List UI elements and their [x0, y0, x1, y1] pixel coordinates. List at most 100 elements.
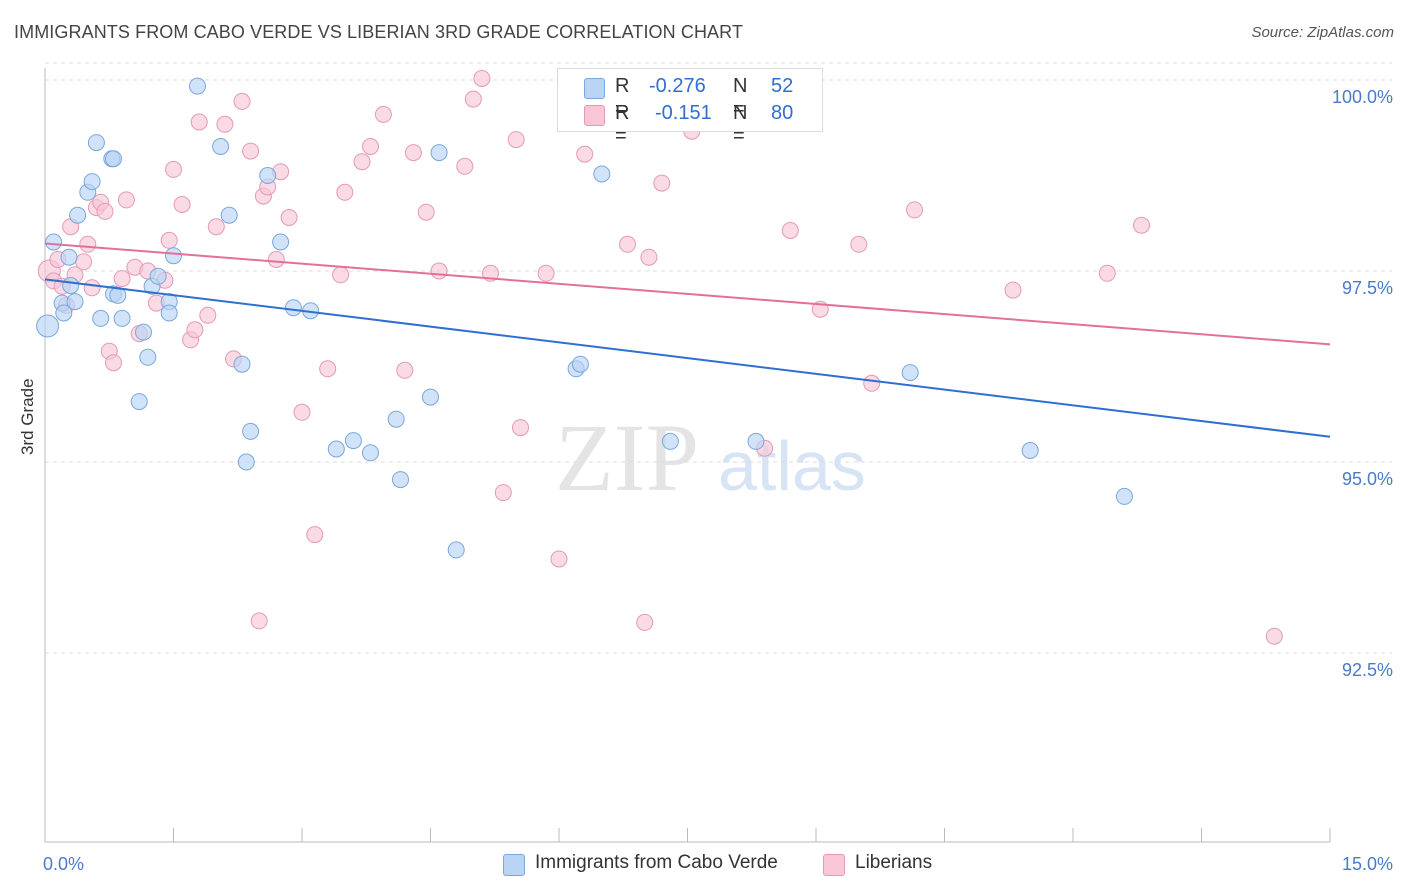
liberians-point	[507, 131, 525, 149]
liberians-point	[636, 613, 654, 631]
cabo-verde-point	[901, 364, 919, 382]
bottom-legend-swatch-blue	[503, 854, 525, 876]
n-label: N =	[733, 75, 748, 120]
liberians-point	[280, 209, 298, 226]
cabo-verde-point	[593, 165, 611, 183]
liberians-point	[173, 196, 191, 213]
n-value: 80	[771, 102, 794, 124]
correlation-legend: R = -0.276 N = 52 R = -0.151 N = 80	[557, 68, 823, 147]
liberians-point	[494, 484, 512, 502]
liberians-point	[653, 174, 671, 192]
liberians-point	[1133, 216, 1150, 234]
legend-swatch-blue	[584, 78, 605, 99]
cabo-verde-point	[135, 323, 152, 341]
liberians-point	[353, 153, 371, 171]
liberians-point	[332, 266, 350, 284]
bottom-legend-label: Liberians	[855, 852, 933, 873]
liberians-point	[781, 222, 799, 239]
liberians-point	[1004, 281, 1022, 299]
liberians-point	[850, 235, 868, 253]
y-tick-label: 97.5%	[1342, 278, 1393, 298]
liberians-point	[233, 92, 251, 110]
liberians-point	[512, 419, 529, 437]
liberians-point	[640, 248, 658, 266]
chart-title: IMMIGRANTS FROM CABO VERDE VS LIBERIAN 3…	[14, 22, 744, 42]
liberians-point	[250, 612, 268, 630]
cabo-verde-point	[284, 299, 302, 317]
cabo-verde-point	[60, 248, 78, 266]
cabo-verde-point	[661, 432, 679, 450]
liberians-point	[619, 235, 636, 253]
r-label: R =	[615, 102, 630, 147]
cabo-verde-point	[327, 440, 345, 458]
cabo-verde-point	[233, 355, 251, 373]
watermark-zip: ZIP	[555, 404, 699, 511]
bottom-legend-swatch-pink	[823, 854, 845, 876]
liberians-point	[207, 218, 225, 236]
liberians-point	[863, 374, 881, 392]
liberians-point	[83, 279, 101, 297]
liberians-point	[1265, 627, 1283, 645]
cabo-verde-point	[237, 453, 255, 471]
cabo-verde-point	[1115, 487, 1133, 505]
legend-swatch-pink	[584, 105, 605, 126]
cabo-verde-point	[212, 138, 230, 155]
cabo-verde-point	[1021, 442, 1039, 459]
liberians-point	[190, 113, 208, 131]
cabo-verde-point	[36, 314, 60, 338]
cabo-verde-point	[113, 309, 131, 327]
liberians-point	[374, 105, 392, 123]
cabo-verde-point	[92, 309, 110, 327]
cabo-verde-point	[387, 410, 405, 428]
cabo-verde-point	[87, 134, 105, 152]
cabo-verde-point	[130, 393, 148, 411]
liberians-point	[430, 262, 448, 280]
liberians-point	[473, 70, 491, 87]
r-value: -0.151	[655, 102, 712, 124]
liberians-point	[576, 145, 594, 163]
cabo-verde-point	[45, 233, 63, 251]
liberians-point	[79, 235, 97, 253]
cabo-verde-point	[392, 471, 409, 489]
liberians-point	[186, 321, 204, 339]
liberians-point	[96, 202, 114, 220]
liberians-point	[165, 160, 182, 178]
liberians-point	[396, 361, 414, 379]
cabo-verde-point	[165, 247, 182, 265]
cabo-verde-point	[160, 304, 178, 322]
cabo-verde-point	[220, 206, 238, 224]
liberians-trendline	[44, 242, 1331, 346]
cabo-verde-point	[747, 432, 765, 450]
cabo-verde-point	[105, 150, 122, 168]
liberians-point	[456, 157, 474, 175]
liberians-point	[267, 251, 285, 268]
liberians-point	[105, 354, 122, 372]
cabo-verde-point	[242, 422, 260, 440]
cabo-verde-point	[189, 77, 206, 95]
source-label: Source: ZipAtlas.com	[1251, 24, 1394, 41]
cabo-verde-point	[83, 173, 101, 191]
liberians-point	[404, 144, 422, 162]
liberians-point	[242, 142, 260, 160]
cabo-verde-point	[272, 233, 290, 251]
cabo-verde-point	[259, 167, 277, 184]
cabo-verde-point	[66, 293, 84, 311]
liberians-point	[117, 191, 135, 209]
n-value: 52	[771, 75, 794, 97]
cabo-verde-point	[139, 348, 157, 366]
liberians-point	[336, 183, 354, 201]
liberians-point	[293, 403, 311, 421]
bottom-legend-label: Immigrants from Cabo Verde	[535, 852, 778, 873]
cabo-verde-point	[447, 541, 465, 559]
cabo-verde-point	[344, 432, 362, 450]
cabo-verde-trendline	[44, 278, 1331, 438]
watermark-atlas: atlas	[718, 427, 866, 505]
liberians-point	[160, 231, 178, 249]
liberians-point	[906, 201, 923, 219]
cabo-verde-point	[55, 304, 73, 322]
cabo-verde-point	[571, 355, 589, 373]
x-tick-label: 0.0%	[43, 854, 84, 874]
liberians-point	[1098, 264, 1116, 282]
r-label: R =	[615, 75, 630, 120]
liberians-point	[199, 306, 217, 324]
